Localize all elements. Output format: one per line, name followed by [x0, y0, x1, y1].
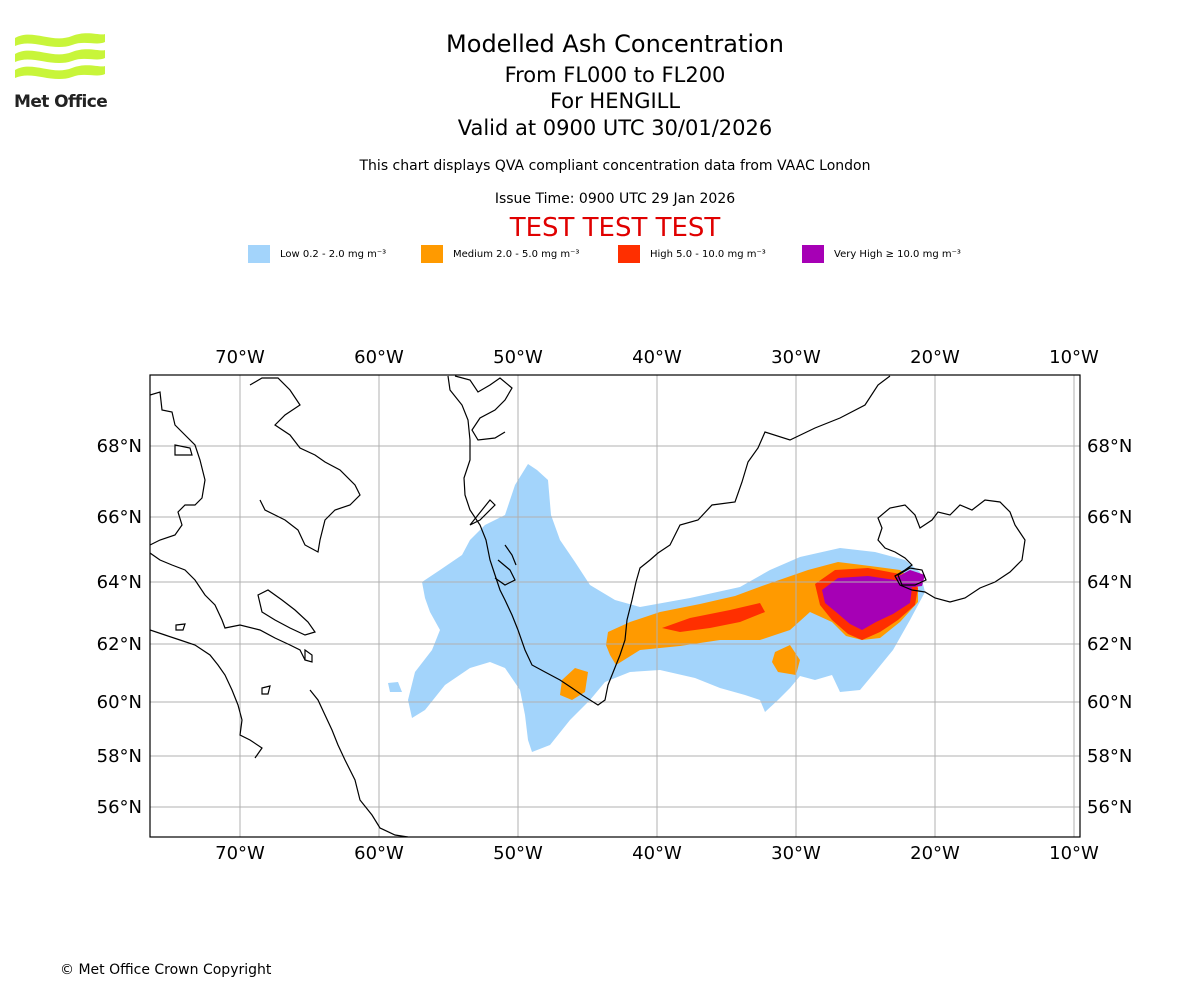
lat-tick-right: 56°N — [1087, 797, 1132, 818]
met-office-wordmark: Met Office — [14, 92, 108, 112]
lon-tick-bottom: 70°W — [215, 843, 265, 864]
ash-medium-patch — [772, 645, 800, 675]
lat-tick-left: 62°N — [97, 634, 142, 655]
lon-tick-top: 30°W — [771, 347, 821, 368]
lon-tick-bottom: 40°W — [632, 843, 682, 864]
chart-description: This chart displays QVA compliant concen… — [359, 158, 871, 174]
flight-level-range: From FL000 to FL200 — [504, 63, 726, 87]
legend-label-low: Low 0.2 - 2.0 mg m⁻³ — [280, 248, 387, 260]
legend-item-very-high: Very High ≥ 10.0 mg m⁻³ — [802, 243, 961, 265]
ash-high-region — [662, 603, 765, 632]
map-frame — [149, 374, 1081, 838]
legend-item-medium: Medium 2.0 - 5.0 mg m⁻³ — [421, 243, 579, 265]
valid-time: Valid at 0900 UTC 30/01/2026 — [457, 116, 773, 140]
lon-tick-bottom: 20°W — [910, 843, 960, 864]
lon-tick-top: 40°W — [632, 347, 682, 368]
lat-tick-right: 66°N — [1087, 507, 1132, 528]
legend-swatch-high — [618, 245, 640, 263]
test-banner: TEST TEST TEST — [509, 213, 721, 243]
copyright-notice: © Met Office Crown Copyright — [60, 962, 272, 978]
issue-time: Issue Time: 0900 UTC 29 Jan 2026 — [494, 191, 736, 207]
volcano-name: For HENGILL — [549, 89, 681, 113]
lon-tick-bottom: 30°W — [771, 843, 821, 864]
lat-tick-left: 64°N — [97, 572, 142, 593]
legend-swatch-low — [248, 245, 270, 263]
legend-swatch-medium — [421, 245, 443, 263]
legend-label-medium: Medium 2.0 - 5.0 mg m⁻³ — [453, 248, 580, 260]
lat-tick-right: 60°N — [1087, 692, 1132, 713]
lon-tick-top: 70°W — [215, 347, 265, 368]
graticule — [150, 375, 1080, 837]
met-office-logo — [15, 33, 105, 80]
chart-title: Modelled Ash Concentration — [446, 30, 784, 58]
coastlines — [150, 375, 1026, 837]
lon-tick-bottom: 60°W — [354, 843, 404, 864]
legend-item-low: Low 0.2 - 2.0 mg m⁻³ — [248, 243, 386, 265]
legend-item-high: High 5.0 - 10.0 mg m⁻³ — [618, 243, 766, 265]
lat-tick-left: 58°N — [97, 746, 142, 767]
legend-swatch-very-high — [802, 245, 824, 263]
lat-tick-left: 60°N — [97, 692, 142, 713]
lon-tick-top: 50°W — [493, 347, 543, 368]
lat-tick-left: 66°N — [97, 507, 142, 528]
lon-tick-top: 60°W — [354, 347, 404, 368]
lat-tick-right: 62°N — [1087, 634, 1132, 655]
lat-tick-left: 68°N — [97, 436, 142, 457]
lon-tick-top: 10°W — [1049, 347, 1099, 368]
lat-tick-right: 68°N — [1087, 436, 1132, 457]
lon-tick-bottom: 50°W — [493, 843, 543, 864]
lat-tick-right: 64°N — [1087, 572, 1132, 593]
ash-very-high-region — [822, 576, 912, 630]
lat-tick-right: 58°N — [1087, 746, 1132, 767]
ash-medium-patch — [560, 668, 588, 700]
lon-tick-top: 20°W — [910, 347, 960, 368]
ash-low-fragment — [388, 682, 402, 692]
lon-tick-bottom: 10°W — [1049, 843, 1099, 864]
legend-label-very-high: Very High ≥ 10.0 mg m⁻³ — [834, 248, 961, 260]
lat-tick-left: 56°N — [97, 797, 142, 818]
legend-label-high: High 5.0 - 10.0 mg m⁻³ — [650, 248, 766, 260]
